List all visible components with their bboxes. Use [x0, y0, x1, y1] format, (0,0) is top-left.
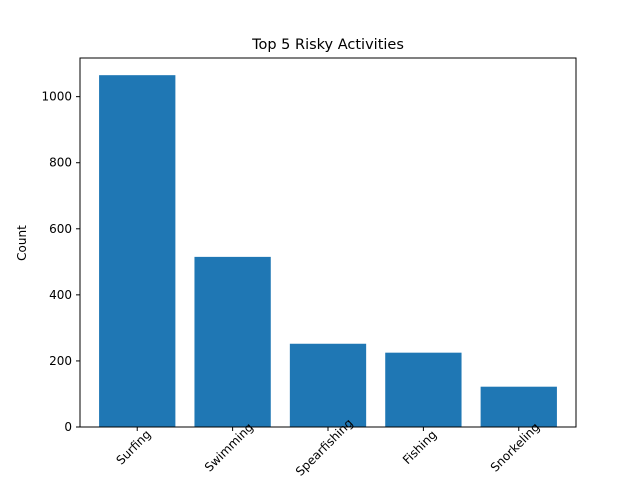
x-tick-label: Surfing: [113, 427, 153, 467]
x-tick-label: Fishing: [400, 428, 439, 467]
bar-swimming: [194, 256, 271, 427]
bar-fishing: [385, 352, 462, 427]
y-tick-label: 600: [49, 222, 72, 236]
bars-group: [99, 75, 557, 427]
y-tick-label: 400: [49, 288, 72, 302]
y-tick-label: 200: [49, 354, 72, 368]
x-tick-label: Snorkeling: [488, 420, 543, 475]
y-tick-label: 1000: [41, 90, 72, 104]
y-tick-label: 800: [49, 156, 72, 170]
y-tick-label: 0: [64, 420, 72, 434]
y-axis-label: Count: [15, 225, 29, 261]
y-axis-ticks: 0 200 400 600 800 1000: [41, 90, 80, 434]
bar-surfing: [99, 75, 176, 427]
chart-title: Top 5 Risky Activities: [251, 37, 404, 53]
bar-spearfishing: [289, 343, 367, 427]
x-tick-label: Swimming: [202, 420, 256, 474]
plot-frame: [79, 57, 577, 428]
bar-snorkeling: [480, 386, 557, 427]
